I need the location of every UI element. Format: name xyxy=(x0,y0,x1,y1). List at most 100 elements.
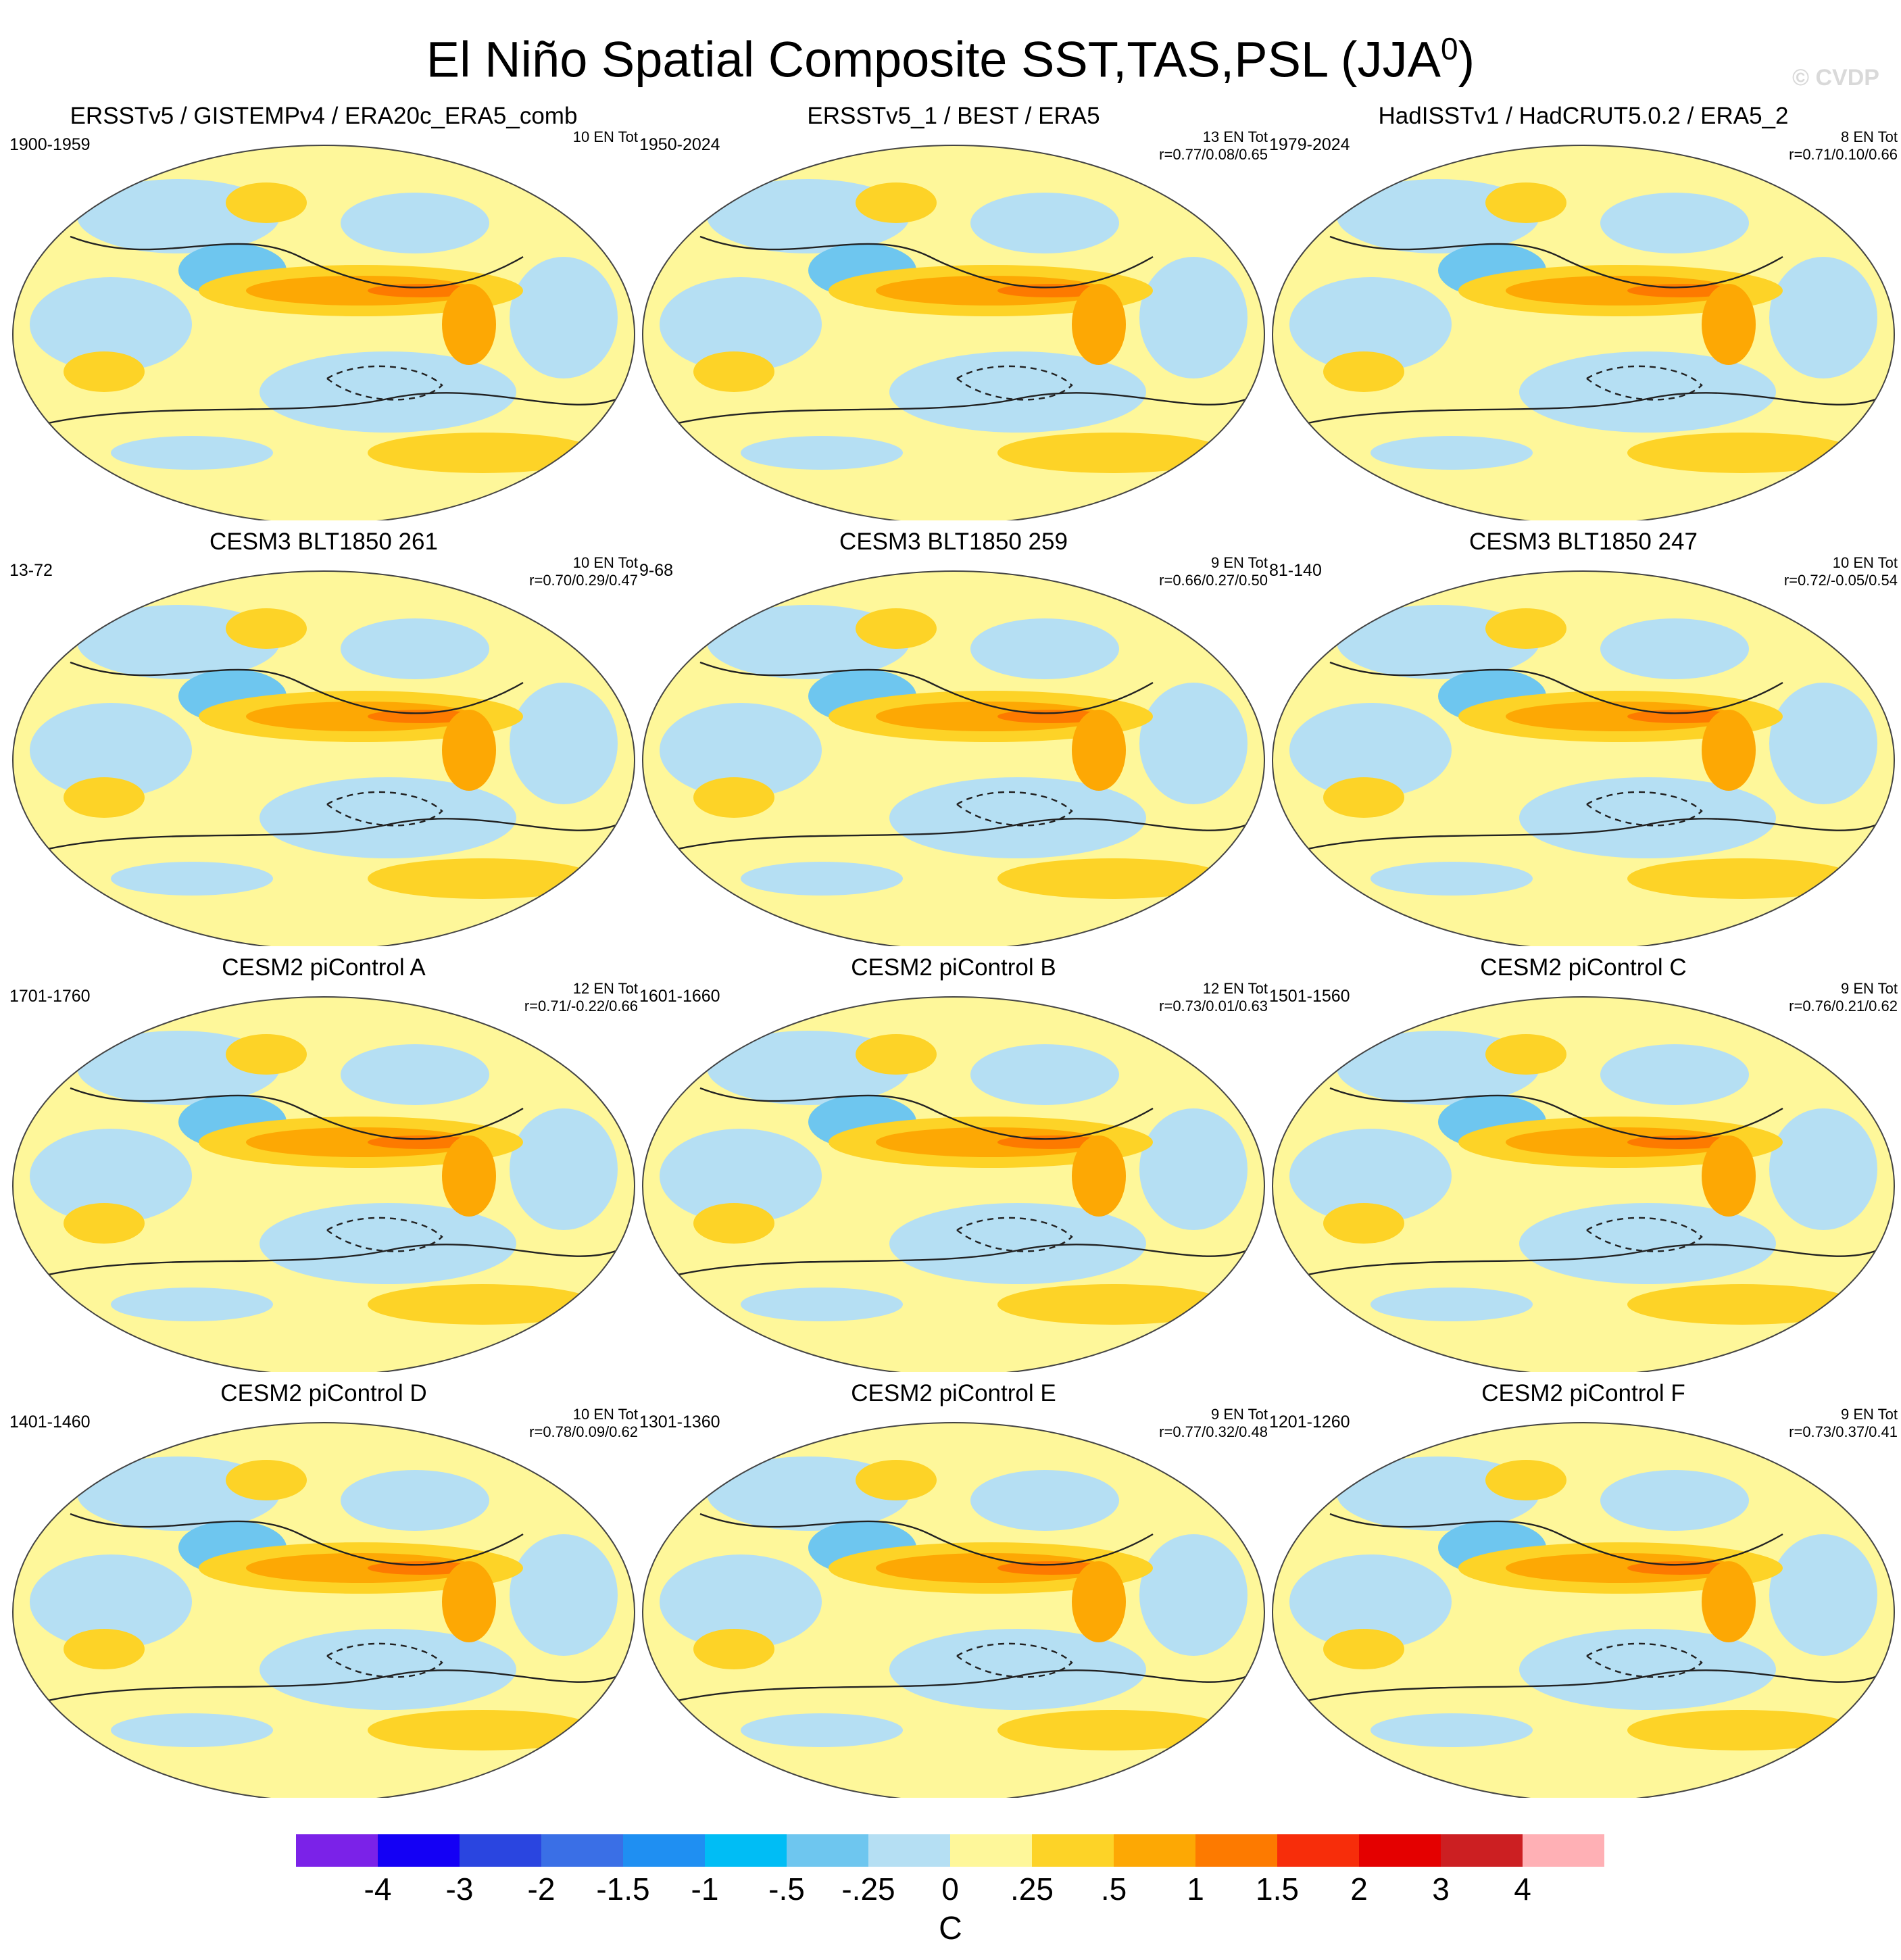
event-count: 10 EN Tot xyxy=(1832,554,1898,571)
anomaly-region xyxy=(1289,1554,1452,1649)
anomaly-region xyxy=(660,277,822,372)
anomaly-region xyxy=(1600,1470,1749,1531)
colorbar-tick-label: -.5 xyxy=(768,1871,805,1907)
anomaly-region xyxy=(226,608,307,649)
psl-contour xyxy=(666,1669,1248,1705)
anomaly-region xyxy=(889,1629,1146,1710)
anomaly-region xyxy=(30,1129,192,1223)
colorbar-segment xyxy=(541,1834,623,1867)
anomaly-region xyxy=(1371,436,1533,470)
anomaly-region xyxy=(1627,1561,1735,1575)
anomaly-region xyxy=(64,1203,145,1244)
map-panel: CESM3 BLT1850 261 13-72 10 EN Tot r=0.70/0.… xyxy=(9,527,638,946)
psl-contour xyxy=(70,1087,524,1140)
map-panel: HadISSTv1 / HadCRUT5.0.2 / ERA5_2 1979-20… xyxy=(1269,101,1898,520)
panel-stats: 8 EN Tot r=0.71/0.10/0.66 xyxy=(1722,128,1898,164)
anomaly-region xyxy=(997,710,1106,723)
map-border xyxy=(12,570,635,946)
anomaly-region xyxy=(368,433,597,473)
event-count: 10 EN Tot xyxy=(572,554,638,571)
map-border xyxy=(12,1422,635,1798)
event-count: 10 EN Tot xyxy=(572,1406,638,1423)
anomaly-region xyxy=(1627,710,1735,723)
sst-anomaly-map xyxy=(642,1422,1265,1798)
colorbar-tick-label: 4 xyxy=(1514,1871,1531,1907)
anomaly-region xyxy=(660,1129,822,1223)
psl-contour xyxy=(699,1513,1154,1566)
event-count: 9 EN Tot xyxy=(1211,554,1268,571)
map-border xyxy=(642,1422,1265,1798)
anomaly-region xyxy=(1627,433,1857,473)
anomaly-region xyxy=(997,1135,1106,1149)
panel-period: 1601-1660 xyxy=(639,987,720,1006)
anomaly-region xyxy=(660,1554,822,1649)
anomaly-region xyxy=(1323,1203,1404,1244)
main-title: El Niño Spatial Composite SST,TAS,PSL (J… xyxy=(0,15,1901,94)
colorbar-segment xyxy=(296,1834,378,1867)
anomaly-region xyxy=(1323,1629,1404,1669)
anomaly-region xyxy=(1702,1561,1756,1642)
anomaly-region xyxy=(260,777,516,858)
psl-contour xyxy=(70,1513,524,1566)
sst-anomaly-map xyxy=(12,145,635,520)
anomaly-region xyxy=(442,1135,496,1217)
map-border xyxy=(642,145,1265,520)
colorbar-tick-label: -4 xyxy=(364,1871,392,1907)
colorbar-segment xyxy=(1114,1834,1195,1867)
colorbar-tick-label: -3 xyxy=(445,1871,474,1907)
anomaly-region xyxy=(970,193,1119,253)
panel-period: 13-72 xyxy=(9,561,53,580)
map-border xyxy=(12,996,635,1372)
psl-contour xyxy=(956,1217,1073,1252)
colorbar-tick-label: -2 xyxy=(527,1871,556,1907)
anomaly-region xyxy=(368,1561,476,1575)
anomaly-region xyxy=(1519,1629,1776,1710)
anomaly-region xyxy=(442,1561,496,1642)
title-close: ) xyxy=(1458,31,1475,88)
anomaly-region xyxy=(1702,710,1756,791)
map-border xyxy=(12,145,635,520)
colorbar-tick-label: 2 xyxy=(1350,1871,1368,1907)
psl-contour xyxy=(699,1087,1154,1140)
panel-stats: 10 EN Tot xyxy=(462,128,638,146)
anomaly-region xyxy=(876,1127,1106,1157)
psl-contour xyxy=(699,235,1154,289)
panel-period: 1979-2024 xyxy=(1269,135,1350,154)
anomaly-region xyxy=(1600,618,1749,679)
colorbar xyxy=(296,1834,1604,1867)
sst-anomaly-map xyxy=(1272,1422,1895,1798)
panel-period: 1501-1560 xyxy=(1269,987,1350,1006)
anomaly-region xyxy=(1371,862,1533,896)
psl-contour xyxy=(1295,818,1878,853)
anomaly-region xyxy=(1506,276,1735,305)
colorbar-tick-label: 1.5 xyxy=(1256,1871,1299,1907)
anomaly-region xyxy=(856,1460,937,1500)
anomaly-region xyxy=(1371,1288,1533,1321)
map-panel: CESM2 piControl D 1401-1460 10 EN Tot r=0.7… xyxy=(9,1379,638,1798)
map-panel: CESM2 piControl A 1701-1760 12 EN Tot r=0.7… xyxy=(9,953,638,1372)
psl-contour xyxy=(956,791,1073,827)
anomaly-region xyxy=(442,710,496,791)
psl-contour xyxy=(326,1217,443,1252)
anomaly-region xyxy=(1485,182,1566,223)
psl-contour xyxy=(36,1669,618,1705)
anomaly-region xyxy=(693,1203,774,1244)
anomaly-region xyxy=(997,1284,1227,1325)
map-panel: CESM2 piControl F 1201-1260 9 EN Tot r=0.73… xyxy=(1269,1379,1898,1798)
psl-contour xyxy=(1329,661,1783,714)
map-panel: CESM3 BLT1850 247 81-140 10 EN Tot r=0.72/-… xyxy=(1269,527,1898,946)
anomaly-region xyxy=(341,618,489,679)
colorbar-segment xyxy=(623,1834,705,1867)
psl-contour xyxy=(1295,1244,1878,1279)
anomaly-region xyxy=(997,1710,1227,1750)
panel-title: CESM3 BLT1850 247 xyxy=(1469,529,1698,555)
anomaly-region xyxy=(1485,1034,1566,1075)
anomaly-region xyxy=(226,1034,307,1075)
psl-contour xyxy=(699,661,1154,714)
anomaly-region xyxy=(368,284,476,297)
map-panel: CESM2 piControl B 1601-1660 12 EN Tot r=0.7… xyxy=(639,953,1268,1372)
anomaly-region xyxy=(856,608,937,649)
anomaly-region xyxy=(1371,1713,1533,1747)
anomaly-region xyxy=(368,710,476,723)
anomaly-region xyxy=(64,777,145,818)
